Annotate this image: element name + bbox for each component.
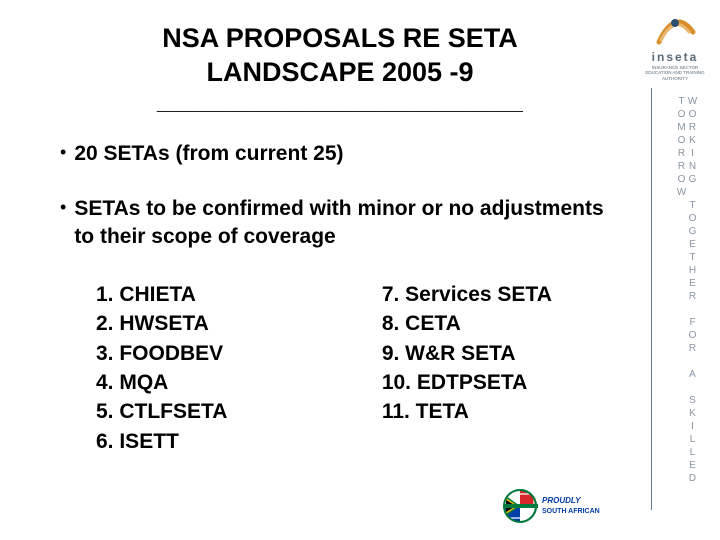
bullet-2: • SETAs to be confirmed with minor or no… bbox=[60, 195, 620, 250]
list-item: 4. MQA bbox=[96, 368, 382, 397]
proudly-sa-logo: PROUDLY SOUTH AFRICAN bbox=[500, 486, 610, 526]
list-item: 5. CTLFSETA bbox=[96, 397, 382, 426]
list-item: 9. W&R SETA bbox=[382, 339, 620, 368]
title-line1: NSA PROPOSALS RE SETA bbox=[90, 22, 590, 56]
bullet-1-text: 20 SETAs (from current 25) bbox=[74, 140, 343, 167]
swoosh-icon bbox=[653, 14, 697, 48]
inseta-logo-subtext: INSURANCE SECTOR EDUCATION AND TRAINING … bbox=[640, 65, 710, 81]
list-column-right: 7. Services SETA 8. CETA 9. W&R SETA 10.… bbox=[382, 280, 620, 456]
list-item: 3. FOODBEV bbox=[96, 339, 382, 368]
confirmed-setas-lists: 1. CHIETA 2. HWSETA 3. FOODBEV 4. MQA 5.… bbox=[60, 280, 620, 456]
list-item: 7. Services SETA bbox=[382, 280, 620, 309]
bullet-2-text: SETAs to be confirmed with minor or no a… bbox=[74, 195, 620, 250]
bullet-dot-icon: • bbox=[60, 140, 66, 164]
vertical-tagline-text: WORKING TOGETHER FOR A SKILLED TOMORROW bbox=[676, 96, 698, 520]
title-block: NSA PROPOSALS RE SETA LANDSCAPE 2005 -9 … bbox=[90, 22, 590, 112]
title-rule: ________________________________________… bbox=[90, 96, 590, 112]
right-rail: inseta INSURANCE SECTOR EDUCATION AND TR… bbox=[630, 0, 720, 540]
list-item: 1. CHIETA bbox=[96, 280, 382, 309]
list-item: 2. HWSETA bbox=[96, 309, 382, 338]
south-african-text: SOUTH AFRICAN bbox=[542, 508, 600, 515]
list-item: 10. EDTPSETA bbox=[382, 368, 620, 397]
list-item: 11. TETA bbox=[382, 397, 620, 426]
vertical-tagline: WORKING TOGETHER FOR A SKILLED TOMORROW bbox=[662, 96, 712, 520]
slide: NSA PROPOSALS RE SETA LANDSCAPE 2005 -9 … bbox=[0, 0, 720, 540]
vertical-divider bbox=[651, 88, 652, 510]
inseta-logo-text: inseta bbox=[652, 50, 699, 64]
content-area: • 20 SETAs (from current 25) • SETAs to … bbox=[60, 140, 620, 456]
inseta-logo: inseta INSURANCE SECTOR EDUCATION AND TR… bbox=[640, 14, 710, 81]
bullet-1: • 20 SETAs (from current 25) bbox=[60, 140, 620, 167]
list-item: 6. ISETT bbox=[96, 427, 382, 456]
list-column-left: 1. CHIETA 2. HWSETA 3. FOODBEV 4. MQA 5.… bbox=[96, 280, 382, 456]
bullet-dot-icon: • bbox=[60, 195, 66, 219]
proudly-text: PROUDLY bbox=[542, 496, 581, 505]
title-line2: LANDSCAPE 2005 -9 bbox=[90, 56, 590, 90]
list-item: 8. CETA bbox=[382, 309, 620, 338]
